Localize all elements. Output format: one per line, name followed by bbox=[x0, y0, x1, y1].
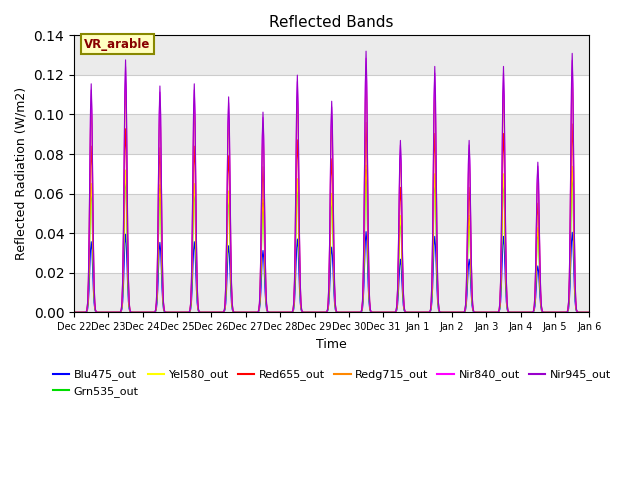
Nir945_out bbox=[394, 253, 402, 259]
Nir840_out bbox=[362, 55, 370, 61]
Red655_out bbox=[132, 310, 140, 315]
Blu475_out bbox=[212, 310, 220, 315]
Blu475_out bbox=[394, 292, 402, 298]
Grn535_out bbox=[132, 310, 140, 315]
Redg715_out bbox=[410, 310, 417, 315]
Line: Yel580_out: Yel580_out bbox=[74, 165, 589, 312]
Title: Reflected Bands: Reflected Bands bbox=[269, 15, 394, 30]
Grn535_out bbox=[185, 310, 193, 315]
Nir840_out bbox=[585, 310, 593, 315]
Line: Redg715_out: Redg715_out bbox=[74, 75, 589, 312]
Yel580_out bbox=[185, 310, 193, 315]
Grn535_out bbox=[410, 310, 417, 315]
Redg715_out bbox=[132, 310, 140, 315]
Grn535_out bbox=[79, 310, 87, 315]
Yel580_out bbox=[79, 310, 87, 315]
Legend: Blu475_out, Grn535_out, Yel580_out, Red655_out, Redg715_out, Nir840_out, Nir945_: Blu475_out, Grn535_out, Yel580_out, Red6… bbox=[48, 365, 615, 401]
Nir945_out bbox=[79, 310, 87, 315]
Red655_out bbox=[185, 310, 193, 315]
Bar bbox=[74, 273, 589, 312]
Yel580_out bbox=[410, 310, 417, 315]
Line: Red655_out: Red655_out bbox=[74, 122, 589, 312]
Blu475_out bbox=[362, 229, 370, 235]
Redg715_out bbox=[79, 310, 87, 315]
X-axis label: Time: Time bbox=[316, 337, 347, 350]
Grn535_out bbox=[70, 310, 78, 315]
Grn535_out bbox=[585, 310, 593, 315]
Redg715_out bbox=[70, 310, 78, 315]
Redg715_out bbox=[362, 72, 370, 78]
Nir840_out bbox=[79, 310, 87, 315]
Red655_out bbox=[362, 120, 370, 125]
Blu475_out bbox=[185, 310, 193, 315]
Blu475_out bbox=[70, 310, 78, 315]
Nir840_out bbox=[132, 310, 140, 315]
Blu475_out bbox=[132, 310, 140, 315]
Redg715_out bbox=[212, 310, 220, 315]
Nir840_out bbox=[212, 310, 220, 315]
Grn535_out bbox=[394, 279, 402, 285]
Nir945_out bbox=[70, 310, 78, 315]
Red655_out bbox=[79, 310, 87, 315]
Yel580_out bbox=[394, 278, 402, 284]
Bar bbox=[74, 193, 589, 233]
Nir945_out bbox=[410, 310, 417, 315]
Text: VR_arable: VR_arable bbox=[84, 38, 150, 51]
Blu475_out bbox=[410, 310, 417, 315]
Red655_out bbox=[585, 310, 593, 315]
Nir840_out bbox=[185, 310, 193, 315]
Redg715_out bbox=[394, 259, 402, 264]
Nir840_out bbox=[70, 310, 78, 315]
Red655_out bbox=[70, 310, 78, 315]
Yel580_out bbox=[585, 310, 593, 315]
Yel580_out bbox=[132, 310, 140, 315]
Nir945_out bbox=[212, 310, 220, 315]
Red655_out bbox=[410, 310, 417, 315]
Line: Blu475_out: Blu475_out bbox=[74, 232, 589, 312]
Red655_out bbox=[212, 310, 220, 315]
Blu475_out bbox=[585, 310, 593, 315]
Redg715_out bbox=[185, 310, 193, 315]
Redg715_out bbox=[585, 310, 593, 315]
Nir945_out bbox=[362, 48, 370, 54]
Nir840_out bbox=[410, 310, 417, 315]
Yel580_out bbox=[362, 162, 370, 168]
Nir945_out bbox=[132, 310, 140, 315]
Red655_out bbox=[394, 269, 402, 275]
Line: Grn535_out: Grn535_out bbox=[74, 170, 589, 312]
Grn535_out bbox=[212, 310, 220, 315]
Nir945_out bbox=[585, 310, 593, 315]
Nir945_out bbox=[185, 310, 193, 315]
Line: Nir840_out: Nir840_out bbox=[74, 58, 589, 312]
Y-axis label: Reflected Radiation (W/m2): Reflected Radiation (W/m2) bbox=[15, 87, 28, 261]
Nir840_out bbox=[394, 255, 402, 261]
Yel580_out bbox=[70, 310, 78, 315]
Blu475_out bbox=[79, 310, 87, 315]
Bar bbox=[74, 36, 589, 75]
Bar bbox=[74, 115, 589, 154]
Grn535_out bbox=[362, 167, 370, 173]
Yel580_out bbox=[212, 310, 220, 315]
Line: Nir945_out: Nir945_out bbox=[74, 51, 589, 312]
